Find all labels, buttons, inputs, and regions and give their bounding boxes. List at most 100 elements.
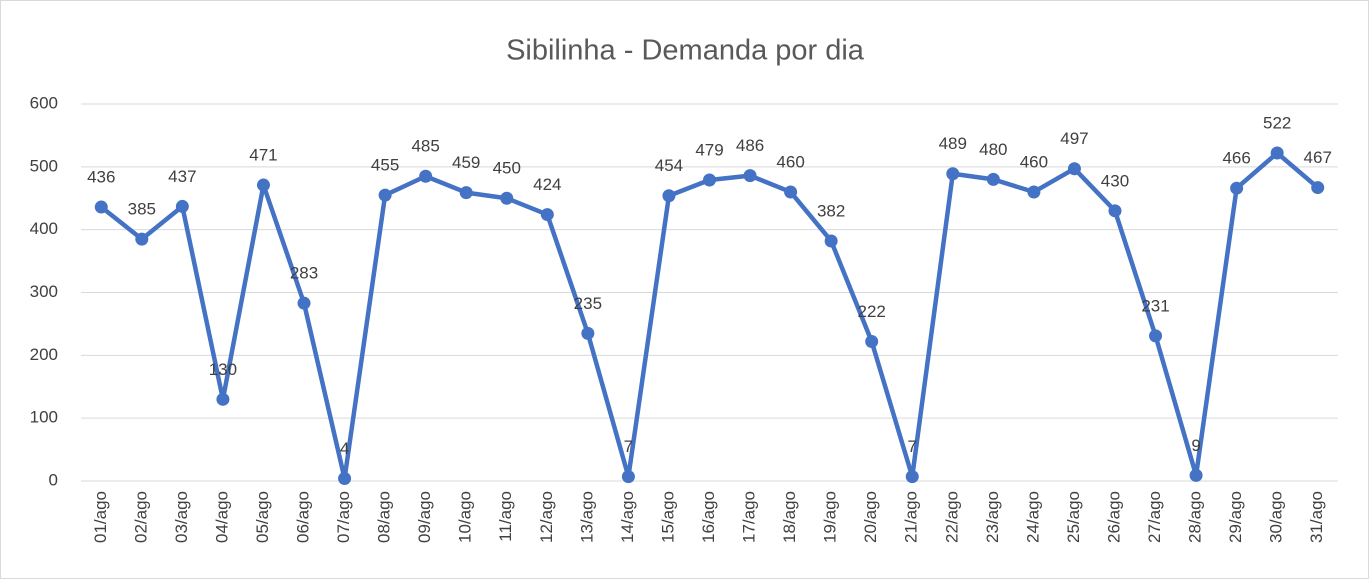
data-label: 430: [1101, 171, 1129, 190]
data-point: [946, 167, 960, 181]
x-tick-label: 11/ago: [496, 491, 515, 542]
data-point: [216, 392, 230, 406]
data-label: 480: [979, 140, 1007, 159]
data-label: 9: [1191, 436, 1200, 455]
y-tick-label: 600: [30, 93, 58, 112]
data-label: 522: [1263, 113, 1291, 132]
x-tick-label: 03/ago: [172, 491, 191, 543]
y-tick-label: 400: [30, 219, 58, 238]
data-label: 450: [493, 159, 521, 178]
data-point: [905, 470, 919, 484]
x-tick-label: 26/ago: [1104, 491, 1123, 543]
data-label: 479: [695, 141, 723, 160]
data-point: [662, 189, 676, 203]
data-label: 130: [209, 360, 237, 379]
x-tick-label: 21/ago: [902, 491, 921, 543]
data-label: 466: [1222, 149, 1250, 168]
x-tick-label: 09/ago: [415, 491, 434, 543]
data-label: 283: [290, 264, 318, 283]
data-point: [1067, 162, 1081, 176]
x-tick-label: 05/ago: [253, 491, 272, 543]
data-label: 454: [655, 156, 683, 175]
data-point: [1311, 181, 1325, 195]
data-label: 382: [817, 201, 845, 220]
x-tick-label: 18/ago: [780, 491, 799, 543]
data-point: [1230, 181, 1244, 195]
data-point: [256, 178, 270, 192]
data-point: [1108, 204, 1122, 218]
x-tick-label: 24/ago: [1023, 491, 1042, 543]
x-tick-label: 19/ago: [821, 491, 840, 543]
data-label: 486: [736, 136, 764, 155]
data-point: [784, 185, 798, 199]
data-point: [540, 208, 554, 222]
data-label: 455: [371, 156, 399, 175]
x-tick-label: 17/ago: [740, 491, 759, 543]
data-point: [1027, 185, 1041, 199]
data-point: [865, 335, 879, 349]
x-tick-label: 22/ago: [942, 491, 961, 543]
data-label: 467: [1304, 148, 1332, 167]
y-tick-label: 200: [30, 345, 58, 364]
data-label: 489: [939, 134, 967, 153]
x-tick-label: 07/ago: [334, 491, 353, 543]
data-point: [459, 186, 473, 200]
x-tick-label: 10/ago: [456, 491, 475, 543]
x-tick-label: 01/ago: [91, 491, 110, 543]
x-tick-label: 15/ago: [658, 491, 677, 543]
x-tick-label: 31/ago: [1307, 491, 1326, 543]
data-label: 222: [858, 302, 886, 321]
x-tick-label: 30/ago: [1267, 491, 1286, 543]
data-point: [581, 326, 595, 340]
data-point: [94, 200, 108, 214]
x-tick-label: 27/ago: [1145, 491, 1164, 543]
x-tick-label: 28/ago: [1186, 491, 1205, 543]
data-point: [338, 471, 352, 485]
x-tick-label: 12/ago: [537, 491, 556, 543]
data-point: [419, 169, 433, 183]
data-point: [175, 199, 189, 213]
data-point: [1189, 468, 1203, 482]
x-tick-label: 13/ago: [577, 491, 596, 543]
data-label: 235: [574, 294, 602, 313]
x-tick-label: 25/ago: [1064, 491, 1083, 543]
data-label: 385: [128, 200, 156, 219]
data-point: [743, 169, 757, 183]
x-tick-label: 08/ago: [375, 491, 394, 543]
y-tick-label: 0: [49, 470, 58, 489]
x-tick-label: 23/ago: [983, 491, 1002, 543]
x-tick-label: 16/ago: [699, 491, 718, 543]
y-tick-label: 500: [30, 156, 58, 175]
data-point: [378, 188, 392, 202]
data-label: 460: [1020, 152, 1048, 171]
data-point: [135, 232, 149, 246]
data-point: [1149, 329, 1163, 343]
data-label: 7: [624, 437, 633, 456]
data-point: [703, 173, 716, 187]
data-label: 485: [411, 137, 439, 156]
data-label: 471: [249, 146, 277, 165]
data-point: [986, 172, 1000, 186]
data-label: 424: [533, 175, 561, 194]
x-tick-label: 02/ago: [131, 491, 150, 543]
data-point: [824, 234, 838, 248]
data-label: 497: [1060, 129, 1088, 148]
data-label: 460: [776, 152, 804, 171]
data-label: 437: [168, 167, 196, 186]
data-point: [621, 470, 635, 484]
x-tick-label: 29/ago: [1226, 491, 1245, 543]
data-point: [297, 296, 311, 310]
x-tick-label: 04/ago: [212, 491, 231, 543]
data-label: 231: [1141, 296, 1169, 315]
y-tick-label: 100: [30, 408, 58, 427]
y-tick-label: 300: [30, 282, 58, 301]
x-tick-label: 06/ago: [294, 491, 313, 543]
data-point: [1270, 146, 1284, 160]
data-label: 7: [908, 437, 917, 456]
x-tick-label: 14/ago: [618, 491, 637, 543]
chart-title: Sibilinha - Demanda por dia: [506, 35, 865, 67]
x-tick-label: 20/ago: [861, 491, 880, 543]
data-label: 436: [87, 168, 115, 187]
data-point: [500, 191, 514, 205]
